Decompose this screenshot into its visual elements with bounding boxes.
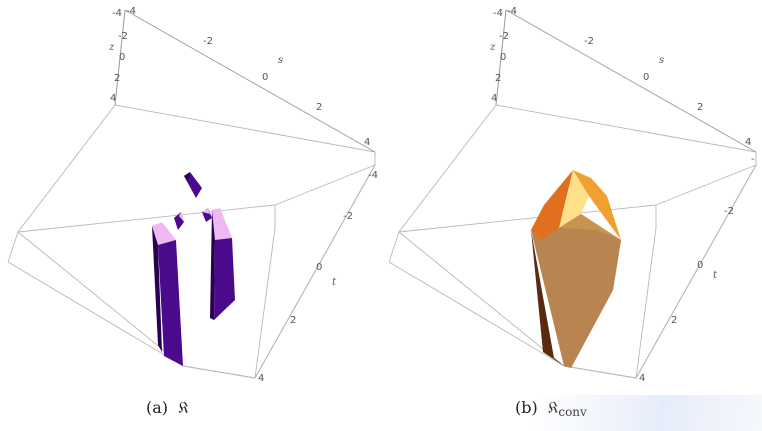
z-tick-0: -4 bbox=[493, 8, 503, 19]
panel-a: -4 -2 0 2 4 z -4 -2 0 2 4 s -4 -2 0 2 4 … bbox=[0, 0, 381, 417]
t-tick-4: 4 bbox=[258, 373, 264, 384]
z-axis-label: z bbox=[108, 42, 115, 53]
s-tick-4: 4 bbox=[745, 137, 751, 148]
z-tick-4: 4 bbox=[491, 93, 497, 104]
caption-a-symbol: 𝔎 bbox=[178, 398, 189, 417]
convex-hull-solid bbox=[531, 170, 621, 368]
t-tick-3: 2 bbox=[671, 315, 677, 326]
caption-a: (a) 𝔎 bbox=[146, 398, 189, 419]
t-tick-0: -4 bbox=[368, 170, 378, 181]
t-tick-4: 4 bbox=[639, 373, 645, 384]
z-tick-1: -2 bbox=[499, 31, 509, 42]
s-tick-3: 2 bbox=[316, 102, 322, 113]
s-tick-3: 2 bbox=[697, 102, 703, 113]
background-stripe bbox=[535, 395, 762, 431]
solid-pieces bbox=[152, 172, 235, 366]
z-tick-3: 2 bbox=[495, 73, 501, 84]
panel-b: -4 -2 0 2 4 z -4 -2 0 2 4 s - -2 0 2 4 t… bbox=[381, 0, 762, 419]
t-tick-1: -2 bbox=[343, 211, 353, 222]
plot-b: -4 -2 0 2 4 z -4 -2 0 2 4 s - -2 0 2 4 t bbox=[388, 6, 757, 384]
s-tick-0: -4 bbox=[507, 6, 517, 17]
t-tick-1: -2 bbox=[724, 206, 734, 217]
s-tick-4: 4 bbox=[364, 137, 370, 148]
t-tick-2: 0 bbox=[697, 260, 703, 271]
s-tick-1: -2 bbox=[584, 36, 594, 47]
plot-a: -4 -2 0 2 4 z -4 -2 0 2 4 s -4 -2 0 2 4 … bbox=[7, 6, 378, 384]
caption-b-label: (b) bbox=[515, 398, 538, 417]
z-axis-label: z bbox=[489, 42, 496, 53]
t-axis-label: t bbox=[332, 277, 337, 288]
z-tick-4: 4 bbox=[110, 93, 116, 104]
z-tick-0: -4 bbox=[112, 8, 122, 19]
z-tick-2: 0 bbox=[119, 52, 125, 63]
s-tick-2: 0 bbox=[643, 72, 649, 83]
caption-a-label: (a) bbox=[146, 398, 169, 417]
t-tick-2: 0 bbox=[316, 262, 322, 273]
s-axis-label: s bbox=[659, 55, 664, 66]
t-tick-0: - bbox=[751, 154, 755, 165]
z-tick-1: -2 bbox=[118, 31, 128, 42]
s-tick-2: 0 bbox=[262, 72, 268, 83]
s-tick-0: -4 bbox=[126, 6, 136, 17]
s-tick-1: -2 bbox=[203, 36, 213, 47]
z-tick-3: 2 bbox=[114, 73, 120, 84]
z-tick-2: 0 bbox=[500, 52, 506, 63]
t-axis-label: t bbox=[713, 270, 718, 281]
t-tick-3: 2 bbox=[290, 315, 296, 326]
s-axis-label: s bbox=[278, 55, 283, 66]
